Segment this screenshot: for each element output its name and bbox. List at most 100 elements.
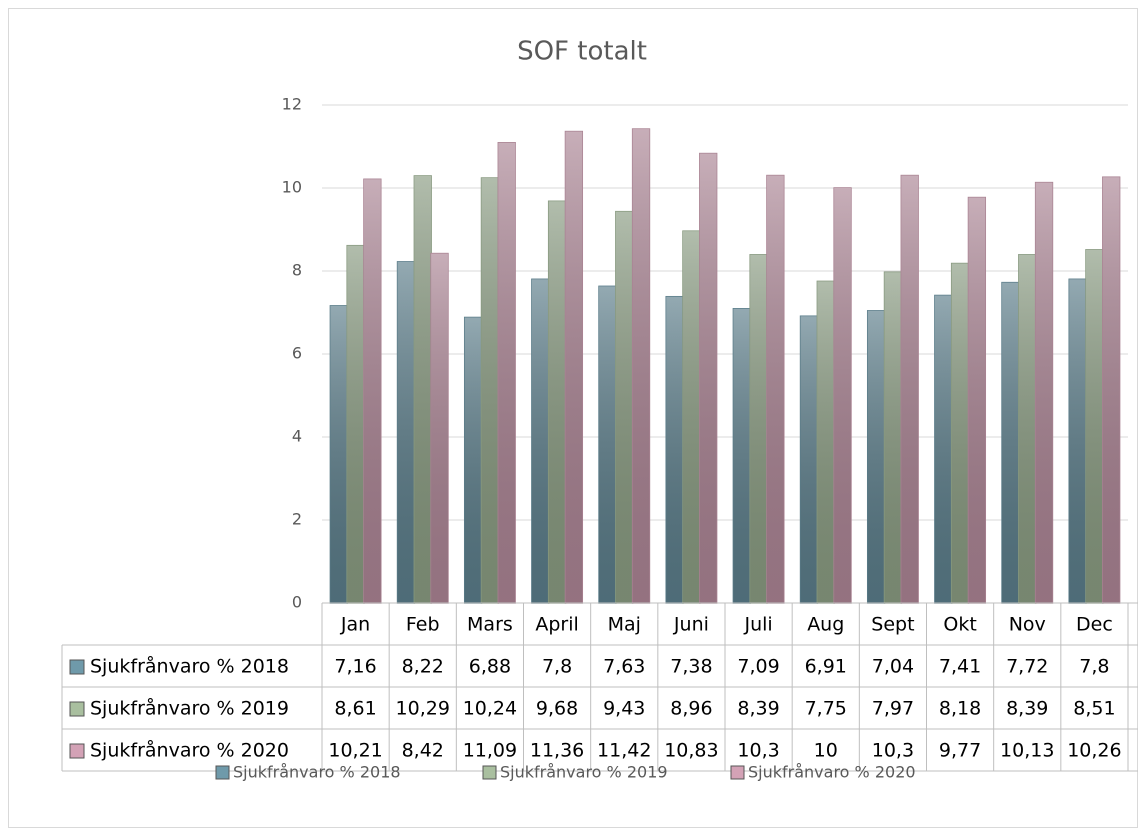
table-cell: 10,24 [463,698,517,720]
table-cell: 7,8 [1079,656,1109,678]
table-cell: 8,22 [402,656,444,678]
bar-sheen [1086,249,1103,603]
y-tick-label: 2 [292,510,302,529]
bar-sheen [347,245,364,603]
legend-key [69,659,85,675]
table-cell: 10,3 [737,740,779,762]
chart-title: SOF totalt [517,37,647,67]
y-tick-label: 10 [282,178,302,197]
table-cell: 7,41 [939,656,981,678]
table-cell: 11,09 [463,740,517,762]
bar-sheen [498,142,516,603]
bar-sheen [548,201,566,603]
legend-label: Sjukfrånvaro % 2020 [748,763,916,782]
bar-sheen [683,231,700,603]
table-cell: 8,61 [334,698,376,720]
bar-sheen [834,188,851,603]
bar-sheen [901,175,919,604]
table-cell: 7,04 [872,656,914,678]
legend-key [730,765,745,780]
legend-key [482,765,497,780]
table-cell: 11,36 [530,740,584,762]
legend-key [69,743,85,759]
bar-sheen [431,253,448,603]
table-cell: 10,13 [1000,740,1054,762]
table-series-name: Sjukfrånvaro % 2020 [90,739,289,762]
bar-sheen [884,272,902,603]
x-tick-label: Aug [807,614,844,636]
table-cell: 10 [814,740,838,762]
bar-sheen [817,281,835,603]
table-cell: 8,96 [670,698,712,720]
table-cell: 8,39 [1006,698,1048,720]
table-cell: 7,72 [1006,656,1048,678]
table-cell: 7,38 [670,656,712,678]
x-tick-label: Dec [1076,614,1113,636]
table-cell: 6,88 [469,656,511,678]
table-cell: 8,39 [737,698,779,720]
table-cell: 10,26 [1067,740,1121,762]
table-cell: 9,68 [536,698,578,720]
bar-sheen [464,317,482,603]
table-series-name: Sjukfrånvaro % 2018 [90,655,289,678]
x-tick-label: Okt [943,614,976,636]
table-cell: 10,21 [328,740,382,762]
x-tick-label: Nov [1009,614,1046,636]
x-tick-label: Sept [871,614,914,636]
bar-sheen [733,308,751,603]
table-cell: 11,42 [597,740,651,762]
bar-sheen [750,254,767,603]
table-cell: 6,91 [805,656,847,678]
bar-sheen [951,263,969,603]
bar-sheen [363,179,381,603]
y-tick-label: 0 [292,593,302,612]
table-cell: 9,43 [603,698,645,720]
bar-sheen [766,175,784,604]
bar-sheen [330,305,348,603]
bar-sheen [599,286,616,603]
table-cell: 8,18 [939,698,981,720]
table-cell: 9,77 [939,740,981,762]
legend-label: Sjukfrånvaro % 2018 [233,763,401,782]
x-tick-label: Juli [743,614,772,636]
legend-key [69,701,85,717]
bar-sheen [1069,279,1087,603]
bar-sheen [968,197,986,604]
bar-sheen [615,211,633,603]
x-tick-label: April [535,614,578,636]
bar-sheen [934,295,952,603]
bar-sheen [397,261,415,603]
y-tick-label: 8 [292,261,302,280]
table-cell: 7,8 [542,656,572,678]
x-tick-label: Feb [406,614,440,636]
bar-sheen [531,279,549,603]
bar-sheen [1018,254,1036,603]
table-series-name: Sjukfrånvaro % 2019 [90,697,289,720]
bar-sheen [699,153,717,603]
table-cell: 7,16 [334,656,376,678]
table-cell: 10,83 [664,740,718,762]
bar-sheen [666,296,684,603]
bar-sheen [1102,177,1120,603]
x-tick-label: Maj [608,614,641,636]
x-tick-label: Jan [340,614,370,636]
bar-sheen [632,129,650,603]
legend-label: Sjukfrånvaro % 2019 [500,763,668,782]
bar-sheen [414,175,432,603]
bar-sheen [1035,182,1053,604]
table-cell: 8,51 [1073,698,1115,720]
y-tick-label: 6 [292,344,302,363]
table-cell: 7,63 [603,656,645,678]
x-tick-label: Mars [467,614,513,636]
bar-sheen [800,316,818,603]
y-tick-label: 12 [282,95,302,114]
table-cell: 7,09 [737,656,779,678]
table-cell: 10,29 [396,698,450,720]
table-cell: 7,97 [872,698,914,720]
table-cell: 7,75 [805,698,847,720]
bar-sheen [867,310,885,603]
x-tick-label: Juni [673,614,709,636]
y-tick-label: 4 [292,427,302,446]
table-cell: 8,42 [402,740,444,762]
